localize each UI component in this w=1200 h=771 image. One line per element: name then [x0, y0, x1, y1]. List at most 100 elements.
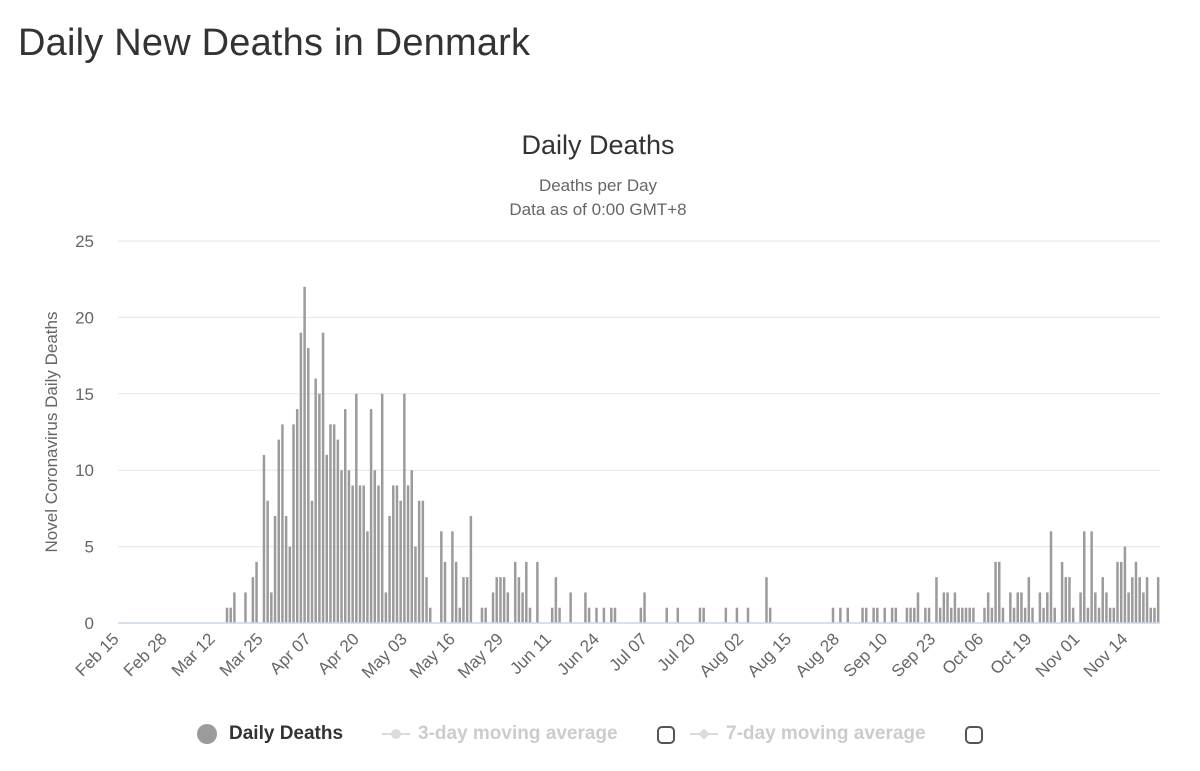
x-tick-label: Aug 28 — [792, 629, 844, 681]
bar — [484, 607, 487, 623]
bar — [961, 607, 964, 623]
bar — [916, 592, 920, 623]
legend-line-circle-icon — [382, 727, 410, 741]
bar — [602, 607, 606, 623]
bar — [480, 607, 484, 623]
x-tick-label: May 16 — [406, 629, 459, 682]
bar — [491, 592, 495, 623]
bar — [513, 561, 517, 623]
bar — [702, 607, 705, 623]
bar — [358, 485, 362, 623]
y-tick-label: 10 — [75, 461, 94, 480]
y-axis-title: Novel Coronavirus Daily Deaths — [42, 312, 61, 553]
bar — [698, 607, 702, 623]
bar — [1001, 607, 1005, 623]
bar — [994, 561, 997, 623]
bar — [469, 516, 473, 623]
bar — [1119, 561, 1123, 623]
bar — [724, 607, 728, 623]
bar — [362, 485, 365, 623]
bar — [1068, 577, 1071, 623]
bar — [1105, 592, 1108, 623]
bar — [927, 607, 931, 623]
legend-item-daily-deaths[interactable]: Daily Deaths — [197, 718, 343, 750]
bar — [1031, 607, 1034, 623]
bar — [968, 607, 971, 623]
x-tick-label: Sep 23 — [888, 629, 940, 681]
bar — [972, 607, 975, 623]
chart-subtitle: Deaths per Day — [538, 176, 658, 195]
bar — [281, 424, 284, 623]
bar — [366, 531, 369, 623]
bar — [454, 561, 458, 623]
bar — [584, 592, 587, 623]
x-tick-label: Apr 07 — [266, 629, 315, 678]
bar — [990, 607, 994, 623]
bar — [288, 546, 292, 623]
x-tick-label: Nov 01 — [1032, 629, 1084, 681]
bar — [831, 607, 835, 623]
x-tick-label: Jun 24 — [553, 629, 603, 679]
bar — [676, 607, 680, 623]
bar — [307, 347, 310, 623]
page-title: Daily New Deaths in Denmark — [18, 22, 531, 64]
bar — [273, 516, 277, 623]
bar — [428, 607, 432, 623]
bar — [266, 500, 269, 623]
bar — [314, 378, 317, 623]
legend-label: 7-day moving average — [726, 723, 926, 744]
x-tick-label: May 03 — [358, 629, 411, 682]
x-tick-label: May 29 — [454, 629, 507, 682]
legend-item-3-day-moving-average[interactable]: 3-day moving average — [382, 718, 618, 750]
legend-item-7-day-moving-average[interactable]: 7-day moving average — [690, 718, 926, 750]
bar — [905, 607, 909, 623]
bar — [465, 577, 469, 623]
bar — [986, 592, 990, 623]
bar — [1108, 607, 1112, 623]
chart-data-timestamp: Data as of 0:00 GMT+8 — [509, 200, 687, 219]
bar — [587, 607, 591, 623]
bar — [1145, 577, 1149, 623]
bar — [373, 470, 377, 623]
x-tick-label: Aug 15 — [744, 629, 796, 681]
y-tick-label: 25 — [75, 232, 94, 251]
bar — [935, 577, 938, 623]
bar — [458, 607, 462, 623]
bar — [225, 607, 229, 623]
bar — [343, 409, 347, 623]
bar — [1097, 607, 1101, 623]
x-tick-label: Aug 02 — [696, 629, 748, 681]
toggle-3-day-moving-average-checkbox[interactable] — [657, 726, 675, 744]
bar — [1156, 577, 1160, 623]
y-tick-label: 15 — [75, 385, 94, 404]
bar — [369, 409, 373, 623]
bar — [1023, 607, 1027, 623]
toggle-7-day-moving-average-checkbox[interactable] — [965, 726, 983, 744]
bar — [417, 500, 421, 623]
bar — [495, 577, 498, 623]
bar — [525, 561, 528, 623]
bar — [1086, 607, 1090, 623]
bar — [521, 592, 524, 623]
bar — [270, 592, 273, 623]
bar — [864, 607, 868, 623]
bar — [502, 577, 506, 623]
x-tick-label: Sep 10 — [840, 629, 892, 681]
bar — [329, 424, 332, 623]
bar — [643, 592, 646, 623]
bar — [295, 409, 299, 623]
bar — [392, 485, 395, 623]
bar — [765, 577, 768, 623]
chart-title: Daily Deaths — [521, 130, 675, 160]
y-tick-label: 5 — [85, 538, 94, 557]
bar — [1149, 607, 1153, 623]
bar — [964, 607, 968, 623]
bar — [1134, 561, 1138, 623]
bar — [325, 454, 329, 623]
bar — [251, 577, 255, 623]
bar — [528, 607, 532, 623]
bar — [1142, 592, 1145, 623]
bar — [340, 470, 343, 623]
y-tick-label: 20 — [75, 308, 94, 327]
